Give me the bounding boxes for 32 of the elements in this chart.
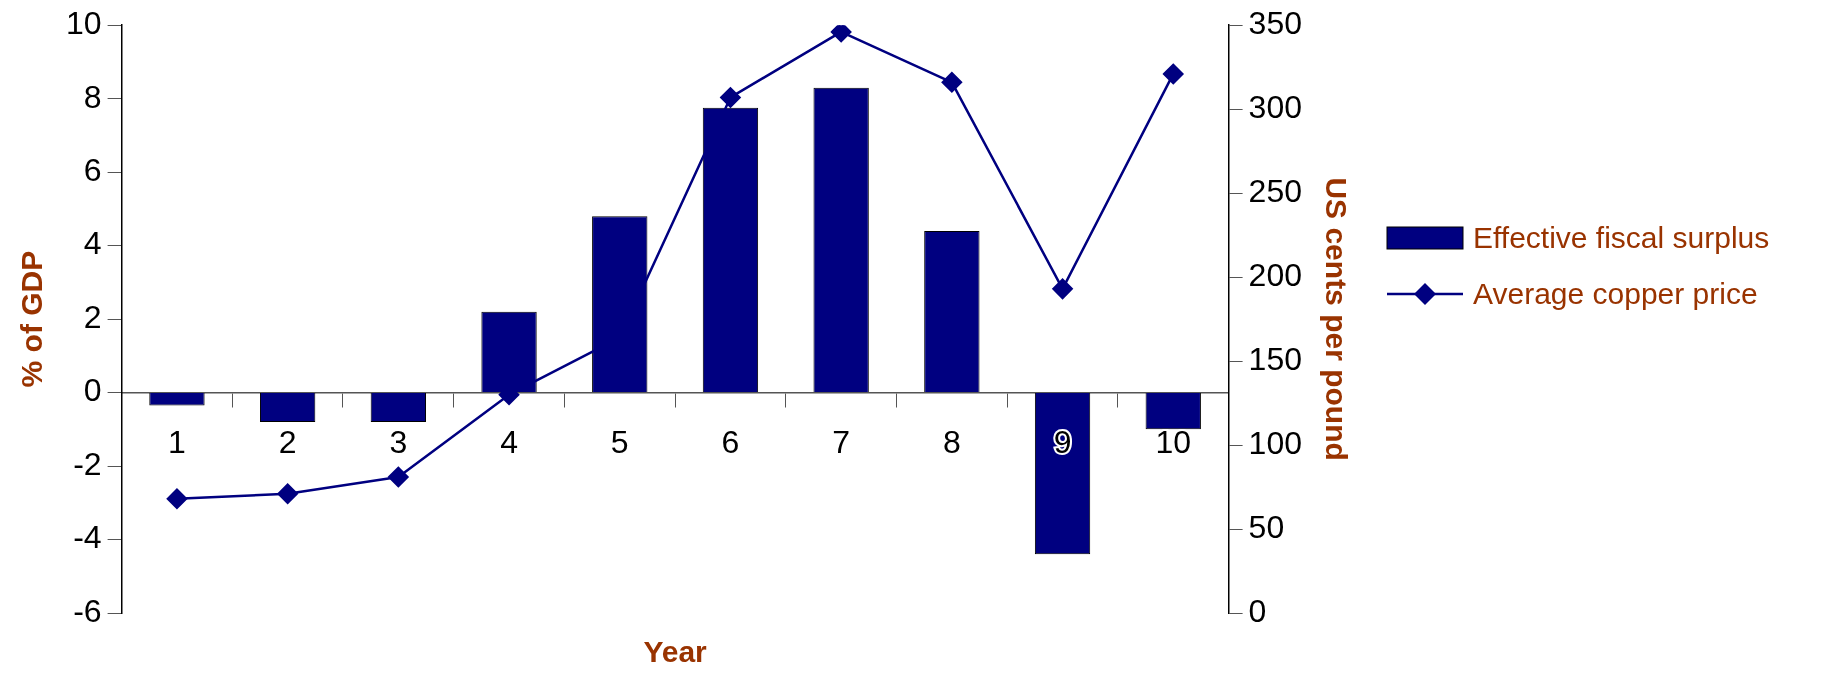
y-tick-label: -6 [73, 592, 102, 629]
x-tick-label: 7 [832, 423, 851, 460]
x-tick-label: 9 [1053, 423, 1072, 460]
y2-axis-title: US cents per pound [1319, 177, 1353, 461]
x-tick-label: 1 [168, 423, 186, 460]
y-tick-label: -2 [73, 445, 102, 482]
x-tick-label: 2 [278, 423, 297, 460]
y-tick-label: 10 [66, 5, 102, 42]
legend-label: Average copper price [1473, 277, 1758, 311]
y2-tick-label: 200 [1248, 256, 1302, 293]
y-tick-label: -4 [73, 519, 102, 556]
x-tick-label: 5 [610, 423, 629, 460]
y2-tick-label: 300 [1248, 89, 1302, 125]
y2-tick-label: 0 [1248, 592, 1267, 629]
y-axis-title: % of GDP [15, 250, 49, 388]
x-tick-label: 6 [721, 423, 740, 460]
y-tick-label: 6 [83, 151, 102, 188]
x-axis-title: Year [643, 635, 708, 669]
y-tick-label: 8 [83, 78, 102, 115]
y2-tick-label: 150 [1248, 340, 1302, 377]
x-tick-label: 8 [942, 423, 961, 460]
x-tick-label: 4 [500, 423, 518, 460]
x-tick-label: 3 [389, 423, 408, 460]
y2-tick-label: 350 [1248, 5, 1302, 42]
y-tick-label: 0 [83, 372, 102, 409]
y2-tick-label: 100 [1248, 424, 1302, 461]
y2-tick-label: 50 [1248, 508, 1285, 545]
y-tick-label: 4 [83, 225, 102, 262]
y-tick-label: 2 [83, 298, 102, 335]
legend-label: Effective fiscal surplus [1473, 221, 1770, 255]
y2-tick-label: 250 [1248, 172, 1302, 209]
x-tick-label: 10 [1155, 423, 1192, 460]
